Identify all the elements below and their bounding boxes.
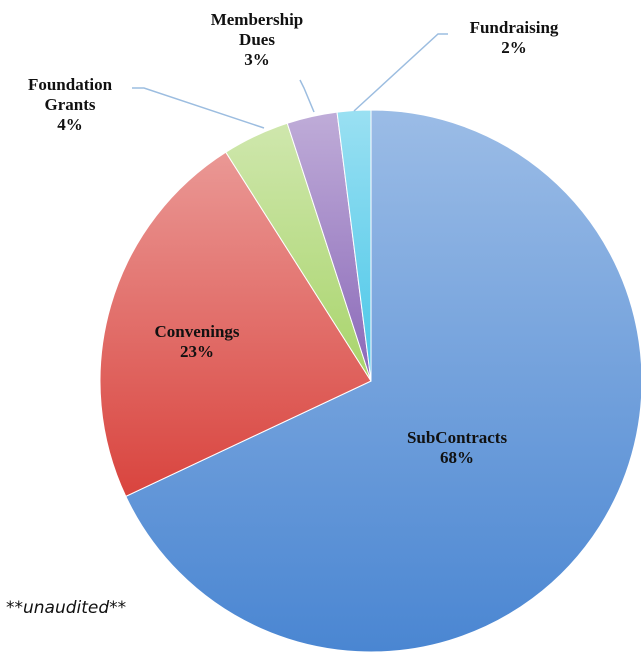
slice-label: Foundation Grants 4%	[15, 75, 125, 135]
leader-line	[353, 33, 448, 112]
category-label: Foundation Grants	[27, 75, 113, 114]
category-label: Fundraising	[469, 18, 559, 37]
value-label: 3%	[244, 50, 270, 69]
slice-label: Convenings 23%	[137, 322, 257, 362]
category-label: Convenings	[154, 322, 240, 341]
slice-label: Membership Dues 3%	[202, 10, 312, 70]
value-label: 23%	[180, 342, 214, 361]
value-label: 4%	[57, 115, 83, 134]
pie-slice	[125, 109, 641, 653]
annotation: **unaudited**	[6, 598, 127, 618]
value-label: 2%	[501, 38, 527, 57]
leader-line	[299, 79, 315, 113]
slice-label: SubContracts 68%	[387, 428, 527, 468]
slice-label: Fundraising 2%	[459, 18, 569, 58]
category-label: Membership Dues	[210, 10, 304, 49]
category-label: SubContracts	[406, 428, 508, 447]
value-label: 68%	[440, 448, 474, 467]
leader-line	[132, 87, 265, 129]
pie-slice	[99, 151, 372, 498]
